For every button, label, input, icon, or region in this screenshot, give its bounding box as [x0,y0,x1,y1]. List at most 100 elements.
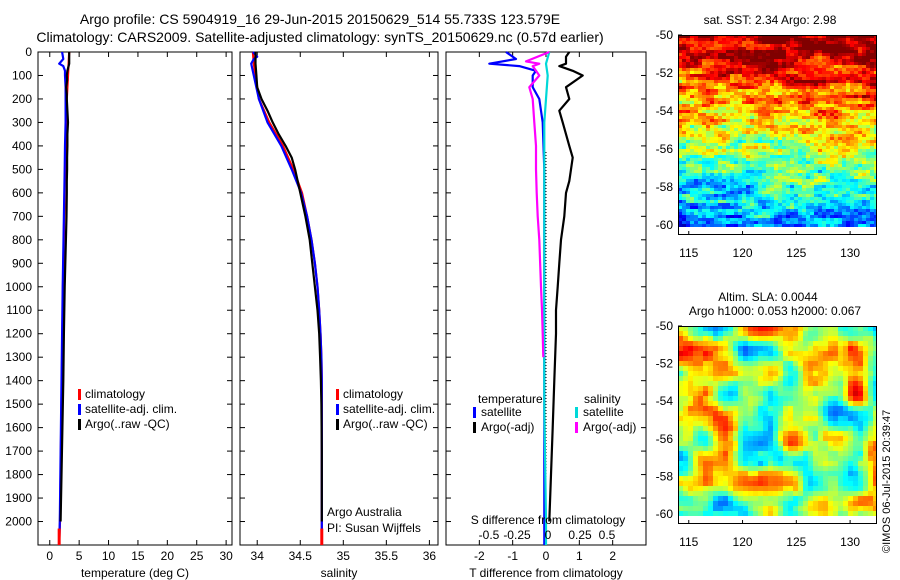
secondary-x-tick-label: 0.25 [568,528,592,542]
y-tick-label: 500 [12,162,32,176]
panel-frame-salinity-panel [239,51,439,546]
map-x-tick-label: 115 [679,246,698,260]
sla-heatmap-image [678,326,877,524]
legend-header-temperature: temperature [478,392,543,406]
x-tick-label: 0 [543,549,550,563]
legend-swatch [336,419,339,430]
x-tick-label: 5 [76,549,83,563]
series-line-salinity-argo-adj- [524,50,550,358]
legend-label: satellite [481,405,522,419]
y-tick-label: 1400 [5,374,32,388]
series-line-argo-raw-qc- [59,52,71,522]
x-tick-label: -1 [507,549,518,563]
series-line-argo-raw-qc- [254,52,323,522]
legend-swatch [575,407,578,418]
map-x-tick-label: 125 [786,535,806,549]
y-tick-label: 1200 [5,327,32,341]
annotation-line-2: PI: Susan Wijffels [327,521,421,535]
x-tick-label: 20 [161,549,175,563]
panel-frame-temperature-panel [37,51,233,546]
x-tick-label: 35 [337,549,351,563]
map-y-tick-label: -56 [656,142,674,156]
secondary-x-tick-label: 0.5 [599,528,616,542]
map-y-tick-label: -60 [656,507,674,521]
map-y-tick-label: -52 [656,66,674,80]
map-y-tick-label: -58 [656,469,674,483]
legend-swatch [575,422,578,433]
y-tick-label: 900 [12,256,32,270]
y-tick-label: 100 [12,68,32,82]
legend-swatch [336,404,339,415]
legend-label: Argo(-adj) [583,420,636,434]
sla-map-subtitle: Argo h1000: 0.053 h2000: 0.067 [689,304,861,318]
x-tick-label: 15 [131,549,145,563]
x-tick-label: 1 [576,549,583,563]
y-tick-label: 1000 [5,280,32,294]
x-tick-label: 25 [190,549,204,563]
map-x-tick-label: 130 [840,535,860,549]
x-tick-label: 10 [102,549,116,563]
series-line-temperature-argo-adj- [548,51,584,522]
x-tick-label: -2 [474,549,485,563]
x-tick-label: 0 [46,549,53,563]
y-tick-label: 800 [12,233,32,247]
map-x-tick-label: 115 [679,535,698,549]
legend-swatch [473,407,476,418]
figure-title-line-2: Climatology: CARS2009. Satellite-adjuste… [36,29,604,45]
legend-label: satellite [583,405,624,419]
secondary-x-tick-label: -0.25 [503,528,531,542]
sla-map-title: Altim. SLA: 0.0044 [718,290,818,304]
x-axis-label: salinity [321,566,358,580]
x-tick-label: 2 [609,549,616,563]
map-x-tick-label: 130 [840,246,860,260]
map-y-tick-label: -50 [656,28,674,42]
x-tick-label: 30 [219,549,233,563]
x-tick-label: 36 [423,549,437,563]
map-y-tick-label: -50 [656,319,674,333]
map-x-tick-label: 120 [733,535,753,549]
y-tick-label: 200 [12,92,32,106]
secondary-x-tick-label: -0.5 [479,528,500,542]
secondary-x-tick-label: 0 [545,528,552,542]
sst-map-title: sat. SST: 2.34 Argo: 2.98 [704,13,837,27]
legend-swatch [78,389,81,400]
map-x-tick-label: 120 [733,246,753,260]
map-y-tick-label: -54 [656,104,674,118]
legend-label: climatology [343,387,403,401]
series-line-satellite-adj-clim- [58,51,67,546]
x-axis-label: temperature (deg C) [81,566,189,580]
y-tick-label: 2000 [5,515,32,529]
x-axis-label: T difference from climatology [469,566,623,580]
y-tick-label: 400 [12,139,32,153]
annotation-line-1: Argo Australia [327,505,402,519]
map-y-tick-label: -54 [656,394,674,408]
legend-label: Argo(..raw -QC) [85,417,170,431]
credit-text: ©IMOS 06-Jul-2015 20:39:47 [881,410,893,553]
series-line-salinity-satellite [543,51,551,545]
y-tick-label: 1300 [5,350,32,364]
y-tick-label: 1100 [6,303,32,317]
map-y-tick-label: -58 [656,180,674,194]
y-tick-label: 1700 [5,444,32,458]
legend-label: Argo(-adj) [481,420,534,434]
legend-swatch [473,422,476,433]
legend-swatch [78,404,81,415]
x-tick-label: 34 [251,549,265,563]
sst-heatmap-image [678,35,877,235]
legend-header-salinity: salinity [584,392,621,406]
legend-swatch [336,389,339,400]
y-tick-label: 600 [12,186,32,200]
y-tick-label: 1500 [5,397,32,411]
secondary-x-axis-label: S difference from climatology [471,513,626,527]
x-tick-label: 35.5 [375,549,399,563]
y-tick-label: 300 [12,115,32,129]
y-tick-label: 0 [25,45,32,59]
y-tick-label: 1600 [5,421,32,435]
y-tick-label: 700 [12,209,32,223]
legend-label: Argo(..raw -QC) [343,417,428,431]
map-x-tick-label: 125 [786,246,806,260]
x-tick-label: 34.5 [289,549,313,563]
map-y-tick-label: -52 [656,357,674,371]
map-y-tick-label: -60 [656,218,674,232]
